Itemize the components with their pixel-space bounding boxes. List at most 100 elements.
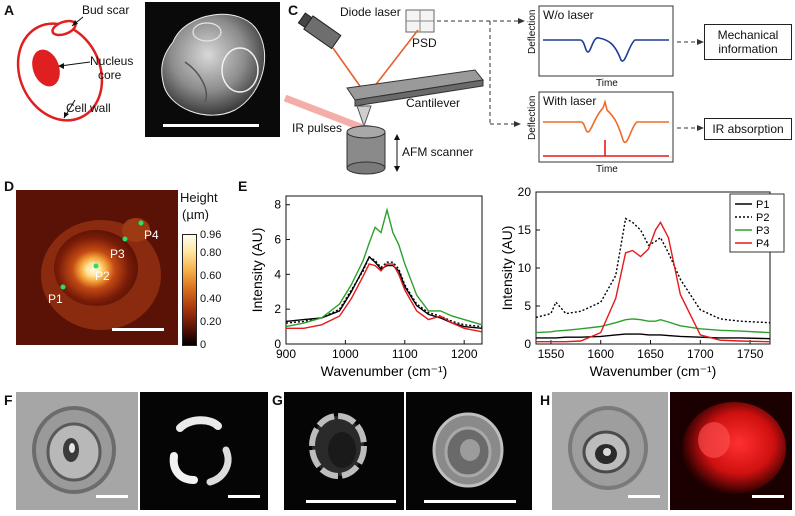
y-tick-label: 4 [274,267,281,281]
colorbar-title-line2: (µm) [182,207,209,222]
y-tick-label: 0 [524,337,531,351]
mechanical-info-box: Mechanical information [704,24,792,60]
cell-schematic [16,16,104,122]
colorbar-tick: 0.40 [200,293,222,305]
scale-bar [306,500,396,503]
y-tick-label: 10 [518,261,532,275]
panel-letter-f: F [4,392,13,408]
scale-bar [752,495,784,498]
x-tick-label: 1750 [737,347,764,361]
y-tick-label: 20 [518,185,532,199]
y-axis-label: Intensity (AU) [249,228,265,313]
fluorescence-image-f [140,392,268,510]
scale-bar [112,328,164,331]
brightfield-image-h [552,392,668,510]
colorbar-tick: 0 [200,339,207,351]
legend-label-p1: P1 [756,199,769,211]
colorbar-tick: 0.80 [200,247,222,259]
afm-height-map: P1 P2 P3 P4 [16,190,178,345]
afm-scanner-label: AFM scanner [402,145,474,159]
point-label-p3: P3 [110,247,125,261]
scale-bar [424,500,516,503]
x-tick-label: 1200 [451,347,478,361]
nucleus-shape [32,49,60,87]
panel-letter-h: H [540,392,551,408]
colorbar-tick: 0.96 [200,229,222,241]
ir-absorption-box: IR absorption [704,118,792,140]
ir-absorption-label: IR absorption [712,122,784,136]
deflection-axis-label-top: Deflection [527,9,538,54]
x-tick-label: 1600 [587,347,614,361]
x-axis-label: Wavenumber (cm⁻¹) [590,363,717,379]
core-label: core [98,68,122,82]
series-line-p4 [536,221,771,343]
y-tick-label: 0 [274,337,281,351]
mechanical-label-line1: Mechanical [717,28,779,42]
series-line-p3 [285,207,483,328]
y-tick-label: 2 [274,302,281,316]
deflection-axis-label-bottom: Deflection [527,95,538,140]
ir-spectrum-chart-2: 1550 1600 1650 1700 1750 0 5 10 15 20 Wavenumber (… [499,185,785,379]
mechanical-label-line2: information [718,42,778,56]
y-tick-label: 5 [524,299,531,313]
series-line-p1 [285,255,483,329]
afm-ir-schematic [283,5,704,175]
x-tick-label: 1700 [687,347,714,361]
cell-wall-label: Cell wall [66,101,111,115]
wo-laser-label: W/o laser [543,8,594,22]
diode-laser-label: Diode laser [340,5,401,19]
psd-label: PSD [412,36,437,50]
time-axis-label-bottom: Time [596,164,618,175]
series-line-p1 [536,333,771,340]
colorbar-tick: 0.60 [200,270,222,282]
panel-letter-a: A [4,2,15,18]
bud-scar-label: Bud scar [82,3,130,17]
legend-label-p3: P3 [756,225,769,237]
y-tick-label: 15 [518,223,532,237]
fluorescence-image-g2 [406,392,532,510]
ir-pulses-label: IR pulses [292,121,343,135]
x-axis-label: Wavenumber (cm⁻¹) [321,363,448,379]
x-tick-label: 1100 [392,347,418,361]
point-label-p4: P4 [144,228,159,242]
afm-scanner-icon [346,125,386,175]
x-tick-label: 900 [276,347,296,361]
point-label-p1: P1 [48,292,63,306]
scale-bar [163,124,259,127]
afm-tip-icon [356,105,372,128]
with-laser-label: With laser [543,94,597,108]
panel-letter-g: G [272,392,283,408]
x-tick-label: 1000 [332,347,359,361]
ir-spectrum-chart-1: 900 1000 1100 1200 0 2 4 6 8 Wavenumber (cm⁻¹) Int… [249,195,483,379]
x-tick-label: 1550 [538,347,565,361]
legend-label-p2: P2 [756,212,769,224]
panel-letter-d: D [4,178,15,194]
series-line-p2 [535,217,771,324]
x-tick-label: 1650 [637,347,664,361]
nucleus-label: Nucleus [90,54,134,68]
colorbar-tick: 0.20 [200,316,222,328]
scale-bar [96,495,128,498]
scale-bar [628,495,660,498]
height-colorbar [182,234,197,346]
scale-bar [228,495,260,498]
legend-label-p4: P4 [756,238,769,250]
point-label-p2: P2 [95,269,110,283]
fluorescence-image-g1 [284,392,404,510]
y-tick-label: 6 [274,233,281,247]
brightfield-image-f [16,392,138,510]
y-tick-label: 8 [274,198,281,212]
y-axis-label: Intensity (AU) [499,226,515,311]
fluorescence-image-h-red [670,392,792,510]
diode-laser-icon [297,12,342,50]
cantilever-label: Cantilever [406,96,461,110]
cell-wall-shape [16,22,104,122]
plot-frame [285,195,483,345]
series-line-p4 [286,263,483,333]
panel-letter-e: E [238,178,248,194]
time-axis-label-top: Time [596,78,618,89]
panel-letter-c: C [288,2,299,18]
sem-image [145,2,280,137]
series-line-p3 [535,318,771,334]
colorbar-title-line1: Height [180,190,218,205]
